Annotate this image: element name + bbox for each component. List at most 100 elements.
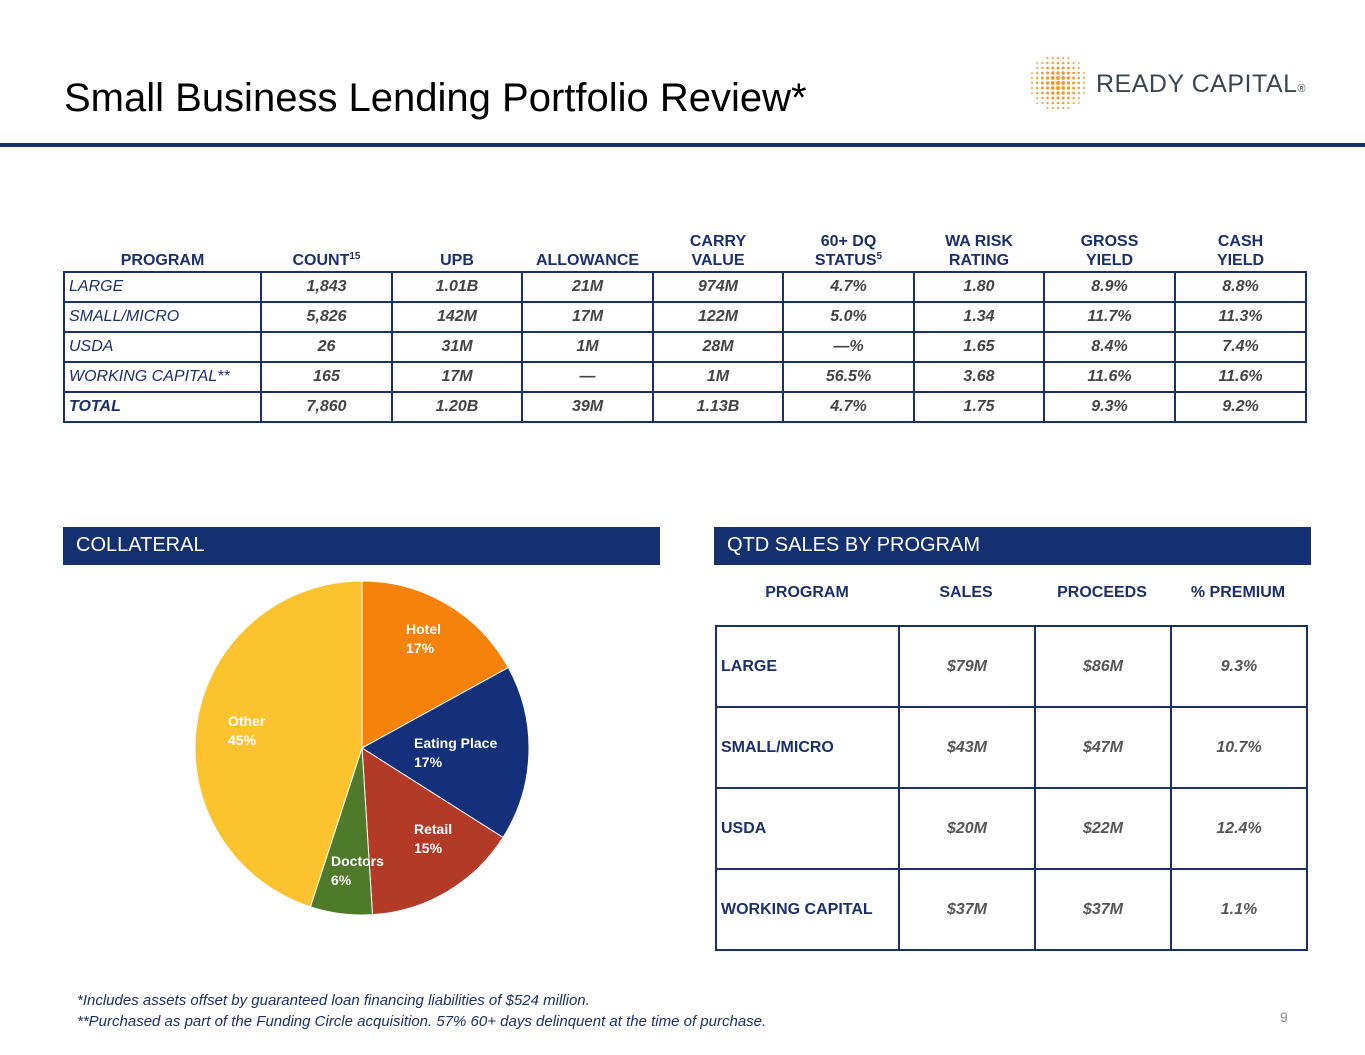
title-divider bbox=[0, 143, 1365, 147]
value-cell: 8.4% bbox=[1043, 331, 1176, 363]
table-row: LARGE 1,843 1.01B 21M 974M 4.7% 1.80 8.9% 8.8% bbox=[63, 271, 1307, 303]
value-cell: 1.20B bbox=[391, 391, 523, 423]
program-cell: TOTAL bbox=[63, 391, 262, 423]
sales-value-cell: 10.7% bbox=[1170, 706, 1308, 789]
value-cell: 17M bbox=[391, 361, 523, 393]
logo-dot bbox=[1083, 72, 1085, 74]
pie-label-value: 17% bbox=[406, 640, 435, 656]
column-header: ALLOWANCE bbox=[522, 228, 653, 272]
logo-dot bbox=[1036, 91, 1039, 95]
company-logo: READY CAPITAL® bbox=[1028, 54, 1318, 114]
sales-program-cell: SMALL/MICRO bbox=[715, 706, 900, 789]
column-header-label: UPB bbox=[440, 252, 474, 269]
pie-label-value: 6% bbox=[331, 872, 352, 888]
sales-program-cell: USDA bbox=[715, 787, 900, 870]
logo-dot bbox=[1072, 91, 1075, 95]
sales-value-cell: $37M bbox=[898, 868, 1036, 951]
sales-row: WORKING CAPITAL $37M $37M 1.1% bbox=[715, 868, 1308, 951]
value-cell: —% bbox=[782, 331, 915, 363]
logo-dot bbox=[1056, 96, 1060, 100]
value-cell: 1,843 bbox=[260, 271, 393, 303]
logo-dot bbox=[1077, 71, 1080, 75]
collateral-pie-chart bbox=[194, 580, 530, 916]
logo-dot bbox=[1056, 61, 1060, 65]
sales-value-cell: 12.4% bbox=[1170, 787, 1308, 870]
pie-label-name: Other bbox=[228, 713, 266, 729]
column-header-label: GROSS YIELD bbox=[1080, 233, 1139, 269]
column-header: GROSS YIELD bbox=[1044, 228, 1175, 272]
program-cell: SMALL/MICRO bbox=[63, 301, 262, 333]
logo-dot bbox=[1051, 101, 1055, 105]
logo-dot bbox=[1061, 101, 1065, 105]
pie-slice-hotel bbox=[361, 580, 510, 749]
logo-dot bbox=[1031, 92, 1033, 94]
program-cell: WORKING CAPITAL** bbox=[63, 361, 262, 393]
column-header-label: CARRY VALUE bbox=[689, 233, 747, 269]
pie-svg bbox=[194, 580, 530, 916]
pie-label: Doctors 6% bbox=[331, 852, 384, 890]
column-header-label: 60+ DQ STATUS bbox=[814, 233, 877, 269]
pie-label-value: 17% bbox=[414, 754, 443, 770]
logo-dot bbox=[1036, 66, 1039, 70]
footnotes: *Includes assets offset by guaranteed lo… bbox=[77, 990, 766, 1032]
logo-dot bbox=[1036, 96, 1039, 100]
column-header-label: COUNT bbox=[292, 252, 350, 269]
value-cell: 17M bbox=[521, 301, 654, 333]
sales-value-cell: 1.1% bbox=[1170, 868, 1308, 951]
logo-dot bbox=[1046, 107, 1049, 109]
logo-dot bbox=[1056, 76, 1060, 80]
logo-dot bbox=[1061, 66, 1065, 70]
logo-dot bbox=[1040, 81, 1044, 85]
logo-dot bbox=[1036, 71, 1039, 75]
logo-dot bbox=[1061, 71, 1065, 75]
value-cell: 1.13B bbox=[652, 391, 784, 423]
footnote-ref: 5 bbox=[876, 251, 883, 262]
logo-dot bbox=[1077, 96, 1080, 100]
sales-value-cell: 9.3% bbox=[1170, 625, 1308, 708]
logo-dot bbox=[1056, 66, 1060, 70]
value-cell: 165 bbox=[260, 361, 393, 393]
table-row: WORKING CAPITAL** 165 17M —1M 56.5% 3.68 11.6%… bbox=[63, 361, 1307, 393]
value-cell: — bbox=[521, 361, 654, 393]
column-header: UPB bbox=[392, 228, 522, 272]
column-header-label: CASH YIELD bbox=[1216, 233, 1265, 269]
sales-program-cell: LARGE bbox=[715, 625, 900, 708]
pie-label: Eating Place 17% bbox=[414, 734, 497, 772]
logo-dot bbox=[1046, 61, 1049, 65]
logo-dot bbox=[1046, 71, 1050, 75]
logo-wordmark: READY CAPITAL bbox=[1096, 70, 1298, 98]
logo-dot bbox=[1051, 61, 1055, 65]
logo-dot bbox=[1046, 57, 1049, 59]
logo-dot bbox=[1050, 81, 1055, 85]
value-cell: 1.65 bbox=[913, 331, 1045, 363]
logo-dot bbox=[1041, 61, 1044, 65]
logo-dot bbox=[1083, 87, 1085, 89]
sales-row: LARGE $79M $86M 9.3% bbox=[715, 625, 1308, 708]
logo-dot bbox=[1046, 91, 1050, 95]
pie-label: Other 45% bbox=[228, 712, 265, 750]
logo-dot bbox=[1072, 66, 1075, 70]
logo-dot bbox=[1036, 62, 1039, 64]
logo-dot bbox=[1077, 66, 1080, 70]
logo-dot bbox=[1051, 71, 1055, 75]
value-cell: 11.6% bbox=[1043, 361, 1176, 393]
logo-dot bbox=[1066, 76, 1071, 80]
logo-dot bbox=[1061, 76, 1066, 80]
collateral-header: COLLATERAL bbox=[63, 527, 660, 565]
logo-dot bbox=[1055, 80, 1061, 86]
logo-dot bbox=[1050, 86, 1055, 90]
column-header-label: PROGRAM bbox=[120, 252, 205, 269]
value-cell: 5.0% bbox=[782, 301, 915, 333]
value-cell: 7,860 bbox=[260, 391, 393, 423]
logo-dot bbox=[1077, 76, 1081, 80]
sales-column-header: PROGRAM bbox=[765, 584, 849, 601]
pie-label-name: Hotel bbox=[406, 621, 441, 637]
logo-dot bbox=[1051, 96, 1055, 100]
table-row: SMALL/MICRO 5,826 142M 17M 122M 5.0% 1.34 11.7%… bbox=[63, 301, 1307, 333]
logo-dot bbox=[1066, 86, 1071, 90]
value-cell: 9.3% bbox=[1043, 391, 1176, 423]
logo-dot bbox=[1035, 81, 1039, 85]
sales-table: LARGE $79M $86M 9.3% SMALL/MICRO $43M $47M 10.7… bbox=[715, 625, 1308, 951]
logo-dot bbox=[1041, 91, 1044, 95]
value-cell: 11.7% bbox=[1043, 301, 1176, 333]
